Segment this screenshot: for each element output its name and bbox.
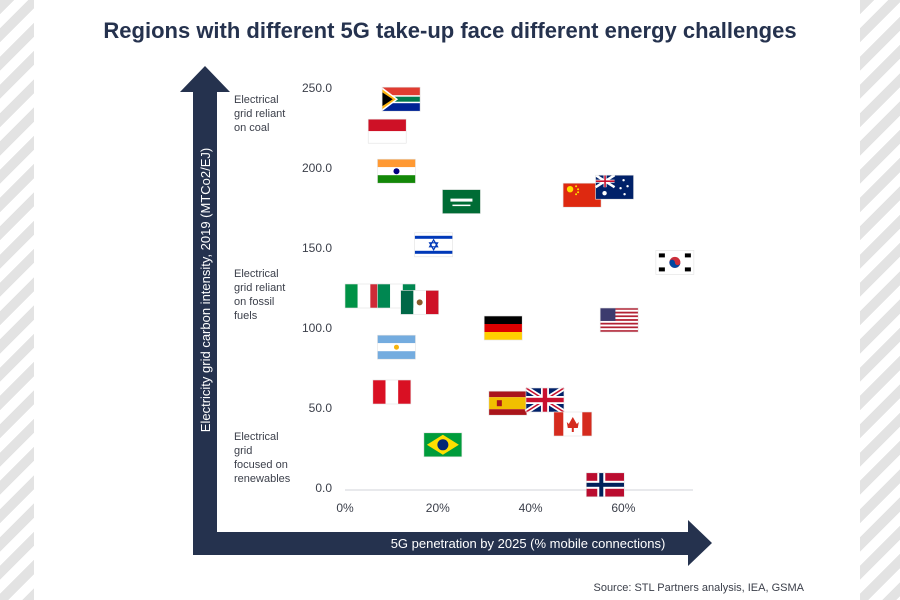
- flag-marker-spain: Spain: [488, 390, 528, 416]
- flag-marker-south-africa: South Africa: [381, 86, 421, 112]
- flag-marker-south-korea: South Korea: [655, 250, 695, 275]
- x-tick-label: 60%: [611, 501, 635, 515]
- chart-title: Regions with different 5G take-up face d…: [103, 18, 797, 43]
- source-note: Source: STL Partners analysis, IEA, GSMA: [593, 582, 804, 594]
- category-label-line: Electrical: [234, 268, 279, 280]
- y-tick-label: 150.0: [302, 241, 332, 255]
- x-tick-label: 40%: [519, 501, 543, 515]
- flag-marker-saudi-arabia: Saudi Arabia: [442, 189, 481, 214]
- left-border-pattern: [0, 0, 34, 600]
- x-axis-title: 5G penetration by 2025 (% mobile connect…: [391, 536, 666, 551]
- right-border-pattern: [860, 0, 900, 600]
- category-label-line: fuels: [234, 310, 258, 322]
- y-tick-label: 200.0: [302, 161, 332, 175]
- flag-marker-germany: Germany: [483, 315, 523, 341]
- category-label-line: grid: [234, 445, 252, 457]
- category-label-line: Electrical: [234, 94, 279, 106]
- flag-marker-uk: United Kingdom: [524, 385, 566, 415]
- y-tick-label: 50.0: [309, 401, 333, 415]
- flag-marker-china: China: [562, 182, 602, 208]
- flag-marker-canada: Canada: [553, 411, 593, 437]
- y-tick-label: 0.0: [315, 481, 332, 495]
- category-label: Electrical grid reliant on fossil fuels: [234, 268, 285, 322]
- category-label: Electrical grid reliant on coal: [234, 94, 285, 134]
- category-label-line: grid reliant: [234, 108, 285, 120]
- x-tick-label: 0%: [336, 501, 354, 515]
- flag-marker-india: India: [377, 158, 416, 184]
- category-label-line: Electrical: [234, 431, 279, 443]
- flag-marker-usa: United States: [599, 307, 639, 333]
- y-tick-label: 250.0: [302, 81, 332, 95]
- category-label: Electrical grid focused on renewables: [234, 431, 291, 485]
- category-label-line: on coal: [234, 122, 269, 134]
- slide-background: [34, 0, 860, 600]
- category-label-line: on fossil: [234, 296, 274, 308]
- flag-marker-australia: Australia: [594, 174, 634, 200]
- x-tick-label: 20%: [426, 501, 450, 515]
- flag-marker-indonesia: Indonesia: [367, 118, 407, 144]
- flag-marker-argentina: Argentina: [377, 334, 416, 360]
- category-label-line: renewables: [234, 473, 291, 485]
- flag-marker-mexico: Mexico: [400, 290, 439, 315]
- category-label-line: grid reliant: [234, 282, 285, 294]
- flag-marker-brazil: Brazil: [423, 432, 463, 458]
- category-label-line: focused on: [234, 459, 288, 471]
- flag-marker-israel: Israel: [414, 232, 453, 258]
- flag-marker-norway: Norway: [585, 472, 625, 498]
- y-axis-title: Electricity grid carbon intensity, 2019 …: [198, 148, 213, 432]
- flag-marker-peru: Peru: [372, 379, 412, 405]
- y-tick-label: 100.0: [302, 321, 332, 335]
